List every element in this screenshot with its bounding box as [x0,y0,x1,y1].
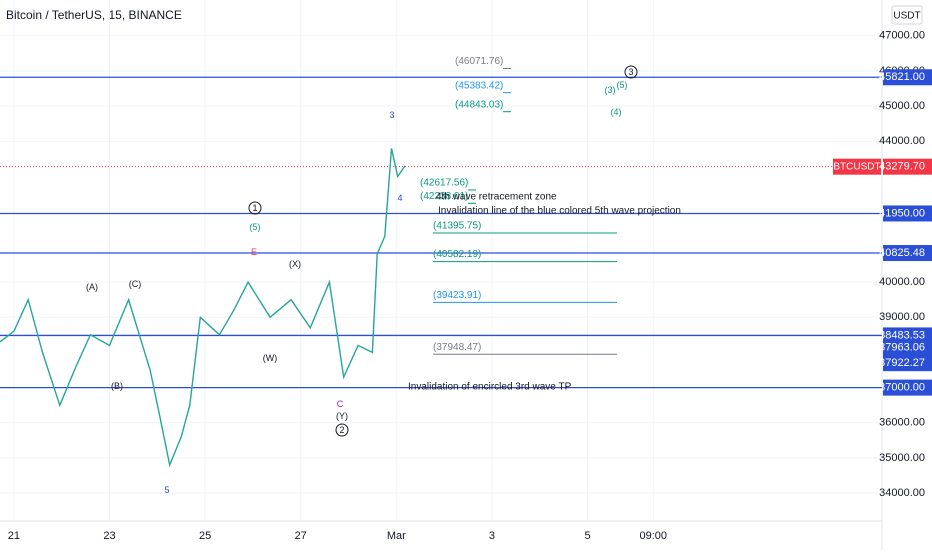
wave-label: (C) [129,279,142,289]
price-box-label: 41950.00 [879,207,925,219]
price-box [883,339,932,356]
x-tick-label: Mar [387,530,406,542]
x-tick-label: 25 [199,530,211,542]
x-tick-label: 27 [295,530,307,542]
price-box-label: 37000.00 [879,382,925,394]
price-box [883,205,932,222]
symbol-box [833,158,881,175]
price-box-label: 38483.53 [879,329,925,341]
fib-label: (42238.01) [420,191,468,202]
y-tick-label: 45000.00 [879,100,925,112]
price-box [883,245,932,262]
price-box [883,379,932,396]
wave-label: (W) [263,353,278,363]
wave-label: (5) [250,222,261,232]
wave-circle [248,201,262,215]
wave-label: E [251,247,257,257]
annotation: Invalidation of encircled 3rd wave TP [408,382,572,393]
wave-label: 3 [389,110,394,120]
annotation: 4th wave retracement zone [436,192,557,203]
price-box-label: 43279.70 [879,161,925,173]
fib-label: (39423.91) [433,290,481,301]
wave-label: 2 [339,425,344,435]
symbol-title: Bitcoin / TetherUS, 15, BINANCE [6,8,182,22]
y-tick-label: 36000.00 [879,417,925,429]
price-line [0,148,406,468]
fib-label: (40582.19) [433,249,481,260]
price-box [883,327,932,344]
wave-label: (X) [289,259,301,269]
wave-label: (5) [617,80,628,90]
x-tick-label: 23 [103,530,115,542]
wave-label: 3 [628,67,633,77]
currency: USDT [893,11,920,22]
fib-label: (37948.47) [433,342,481,353]
price-box-label: 37963.06 [879,342,925,354]
wave-circle [335,423,349,437]
wave-label: (3) [605,85,616,95]
x-tick-label: 21 [8,530,20,542]
y-tick-label: 47000.00 [879,30,925,42]
fib-label: (41395.75) [433,221,481,232]
wave-label: (4) [611,107,622,117]
fib-label: (42617.56) [420,178,468,189]
wave-label: 4 [397,193,402,203]
fib-label: (45383.42) [455,80,503,91]
x-tick-label: 5 [584,530,590,542]
x-tick-label: 09:00 [639,530,667,542]
wave-label: 1 [252,203,257,213]
fib-label: (44843.03) [455,99,503,110]
y-tick-label: 34000.00 [879,487,925,499]
currency-box[interactable] [891,5,923,25]
wave-label: C [337,399,344,409]
price-box-label: 37922.27 [879,357,925,369]
annotation: Invalidation line of the blue colored 5t… [438,206,681,217]
price-box-label: 40825.48 [879,247,925,259]
wave-circle [624,65,638,79]
price-box-label: 45821.00 [879,71,925,83]
wave-label: 5 [164,485,169,495]
wave-label: (Y) [336,411,348,421]
y-tick-label: 44000.00 [879,135,925,147]
symbol-label: BTCUSDT [833,161,880,172]
y-tick-label: 35000.00 [879,452,925,464]
wave-label: (A) [86,282,98,292]
wave-label: (B) [111,381,123,391]
x-tick-label: 3 [489,530,495,542]
y-tick-label: 40000.00 [879,276,925,288]
price-box [883,69,932,86]
y-tick-label: 39000.00 [879,311,925,323]
fib-label: (46071.76) [455,56,503,67]
price-box [883,158,932,175]
price-box [883,355,932,372]
